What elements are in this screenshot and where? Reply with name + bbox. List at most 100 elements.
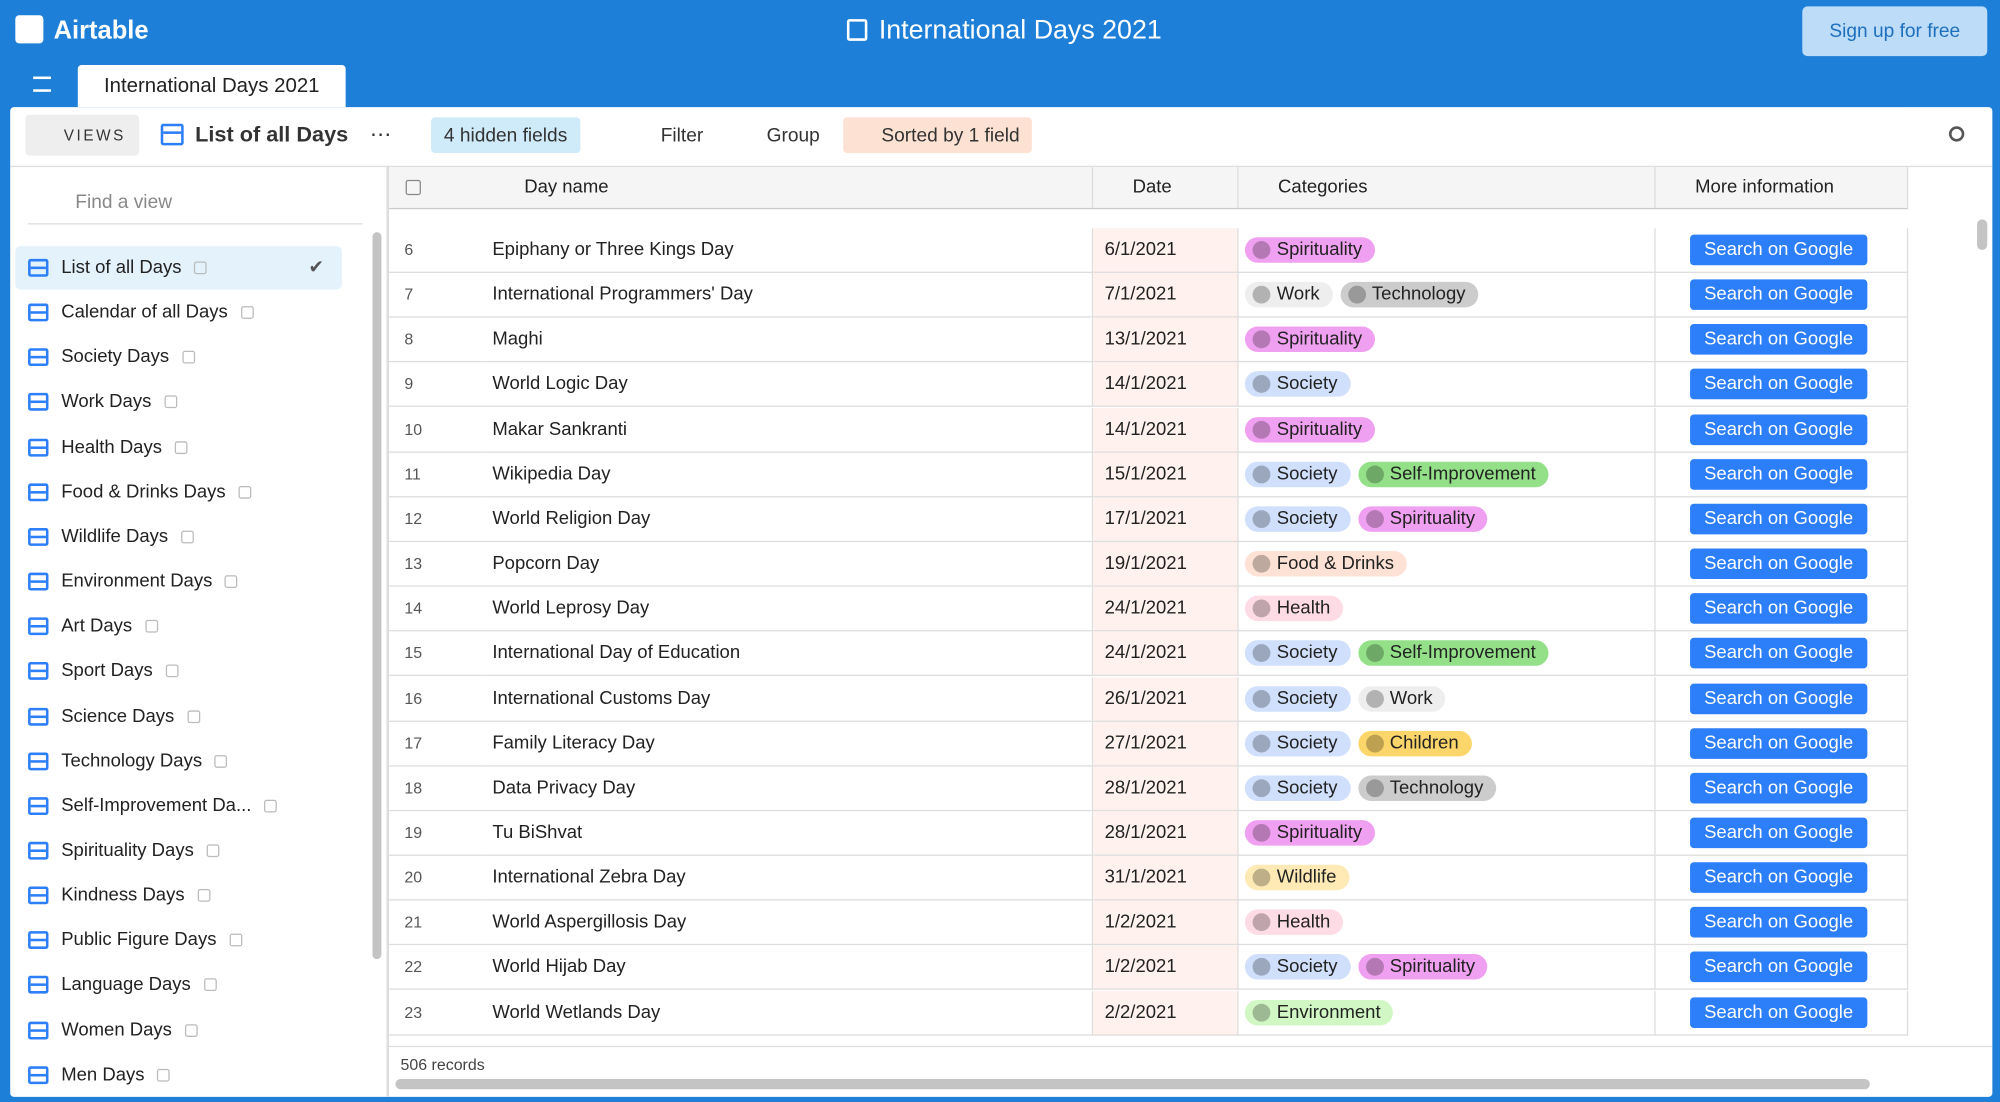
- view-name[interactable]: Science Days: [61, 705, 175, 727]
- view-name[interactable]: Health Days: [61, 436, 162, 458]
- view-item[interactable]: Food & Drinks Days: [15, 470, 342, 513]
- view-item[interactable]: Kindness Days: [15, 874, 342, 917]
- view-name[interactable]: Language Days: [61, 974, 191, 996]
- date[interactable]: 1/2/2021: [1093, 945, 1239, 991]
- categories[interactable]: Society Work: [1238, 676, 1656, 722]
- view-item[interactable]: Society Days: [15, 336, 342, 379]
- column-name[interactable]: Day name: [524, 177, 609, 198]
- column-name[interactable]: Date: [1132, 177, 1172, 198]
- day-name[interactable]: International Programmers' Day: [484, 273, 1094, 318]
- categories[interactable]: Spirituality: [1238, 811, 1656, 856]
- view-item[interactable]: List of all Days ✔: [15, 246, 342, 290]
- google-button[interactable]: Search on Google: [1690, 234, 1868, 266]
- group[interactable]: Group: [766, 124, 820, 147]
- view-item[interactable]: Science Days: [15, 694, 342, 737]
- column-header[interactable]: Date: [1093, 167, 1239, 208]
- search-button[interactable]: [1948, 126, 1965, 142]
- views-toggle[interactable]: VIEWS: [25, 114, 139, 156]
- google-button[interactable]: Search on Google: [1690, 324, 1868, 355]
- column-name[interactable]: More information: [1695, 177, 1834, 198]
- view-item[interactable]: Art Days: [15, 605, 342, 648]
- date[interactable]: 7/1/2021: [1093, 273, 1239, 318]
- day-name[interactable]: Maghi: [484, 317, 1094, 363]
- date[interactable]: 19/1/2021: [1093, 542, 1239, 587]
- view-item[interactable]: Women Days: [15, 1008, 342, 1051]
- filter[interactable]: Filter: [660, 124, 704, 147]
- date[interactable]: 27/1/2021: [1093, 721, 1239, 767]
- view-name[interactable]: Spirituality Days: [61, 840, 194, 861]
- categories[interactable]: Wildlife: [1238, 855, 1656, 901]
- day-name[interactable]: International Day of Education: [484, 631, 1094, 677]
- date[interactable]: 13/1/2021: [1093, 317, 1239, 363]
- view-item[interactable]: Technology Days: [15, 739, 342, 782]
- view-search[interactable]: Find a view: [28, 181, 363, 225]
- day-name[interactable]: Makar Sankranti: [484, 407, 1094, 453]
- date[interactable]: 26/1/2021: [1093, 676, 1239, 722]
- day-name[interactable]: Popcorn Day: [484, 542, 1094, 587]
- categories[interactable]: Spirituality: [1238, 407, 1656, 453]
- day-name[interactable]: Family Literacy Day: [484, 721, 1094, 767]
- date[interactable]: 14/1/2021: [1093, 407, 1239, 453]
- categories[interactable]: Society Children: [1238, 721, 1656, 767]
- column-header[interactable]: More information: [1656, 167, 1909, 208]
- day-name[interactable]: World Hijab Day: [484, 945, 1094, 991]
- date[interactable]: 2/2/2021: [1093, 990, 1239, 1036]
- view-name[interactable]: Women Days: [61, 1019, 172, 1041]
- categories[interactable]: Health: [1238, 586, 1656, 632]
- google-button[interactable]: Search on Google: [1690, 951, 1868, 983]
- sort[interactable]: Sorted by 1 field: [843, 117, 1033, 154]
- signup-button[interactable]: Sign up for free: [1802, 6, 1988, 57]
- google-button[interactable]: Search on Google: [1690, 458, 1868, 490]
- view-name[interactable]: Work Days: [61, 392, 152, 413]
- select-all[interactable]: [405, 179, 421, 196]
- hidden-fields[interactable]: 4 hidden fields: [431, 117, 581, 154]
- view-item[interactable]: Wildlife Days: [15, 515, 342, 558]
- column-header[interactable]: Day name: [485, 167, 1094, 208]
- current-view[interactable]: List of all Days: [195, 122, 349, 147]
- categories[interactable]: Spirituality: [1238, 228, 1656, 273]
- date[interactable]: 28/1/2021: [1093, 811, 1239, 856]
- view-item[interactable]: Self-Improvement Da...: [15, 784, 342, 827]
- view-name[interactable]: Kindness Days: [61, 885, 185, 906]
- google-button[interactable]: Search on Google: [1690, 907, 1868, 938]
- day-name[interactable]: Epiphany or Three Kings Day: [484, 228, 1094, 273]
- view-name[interactable]: Men Days: [61, 1064, 145, 1086]
- google-button[interactable]: Search on Google: [1690, 996, 1868, 1028]
- categories[interactable]: Society Self-Improvement: [1238, 452, 1656, 498]
- view-menu[interactable]: ⋯: [369, 122, 392, 147]
- view-item[interactable]: Language Days: [15, 963, 342, 1006]
- categories[interactable]: Society Spirituality: [1238, 497, 1656, 542]
- view-name[interactable]: Art Days: [61, 616, 133, 637]
- categories[interactable]: Health: [1238, 900, 1656, 946]
- categories[interactable]: Society: [1238, 362, 1656, 408]
- day-name[interactable]: World Religion Day: [484, 497, 1094, 542]
- google-button[interactable]: Search on Google: [1690, 683, 1868, 714]
- date[interactable]: 24/1/2021: [1093, 631, 1239, 677]
- google-button[interactable]: Search on Google: [1690, 279, 1868, 311]
- column-header[interactable]: Categories: [1239, 167, 1656, 208]
- day-name[interactable]: Wikipedia Day: [484, 452, 1094, 498]
- date[interactable]: 14/1/2021: [1093, 362, 1239, 408]
- view-name[interactable]: Self-Improvement Da...: [61, 795, 252, 817]
- day-name[interactable]: International Customs Day: [484, 676, 1094, 722]
- google-button[interactable]: Search on Google: [1690, 503, 1868, 535]
- date[interactable]: 1/2/2021: [1093, 900, 1239, 946]
- view-item[interactable]: Work Days: [15, 381, 342, 424]
- view-name[interactable]: Sport Days: [61, 661, 153, 682]
- date[interactable]: 28/1/2021: [1093, 766, 1239, 811]
- view-name[interactable]: Wildlife Days: [61, 526, 169, 548]
- categories[interactable]: Environment: [1238, 990, 1656, 1036]
- categories[interactable]: Society Self-Improvement: [1238, 631, 1656, 677]
- menu-button[interactable]: [33, 76, 52, 92]
- day-name[interactable]: World Leprosy Day: [484, 586, 1094, 632]
- view-name[interactable]: Technology Days: [61, 750, 203, 772]
- view-item[interactable]: Calendar of all Days: [15, 291, 342, 334]
- google-button[interactable]: Search on Google: [1690, 817, 1868, 849]
- google-button[interactable]: Search on Google: [1690, 593, 1868, 624]
- day-name[interactable]: World Logic Day: [484, 362, 1094, 408]
- view-name[interactable]: Food & Drinks Days: [61, 481, 226, 503]
- google-button[interactable]: Search on Google: [1690, 727, 1868, 759]
- google-button[interactable]: Search on Google: [1690, 369, 1868, 400]
- day-name[interactable]: Tu BiShvat: [484, 811, 1094, 856]
- google-button[interactable]: Search on Google: [1690, 772, 1868, 804]
